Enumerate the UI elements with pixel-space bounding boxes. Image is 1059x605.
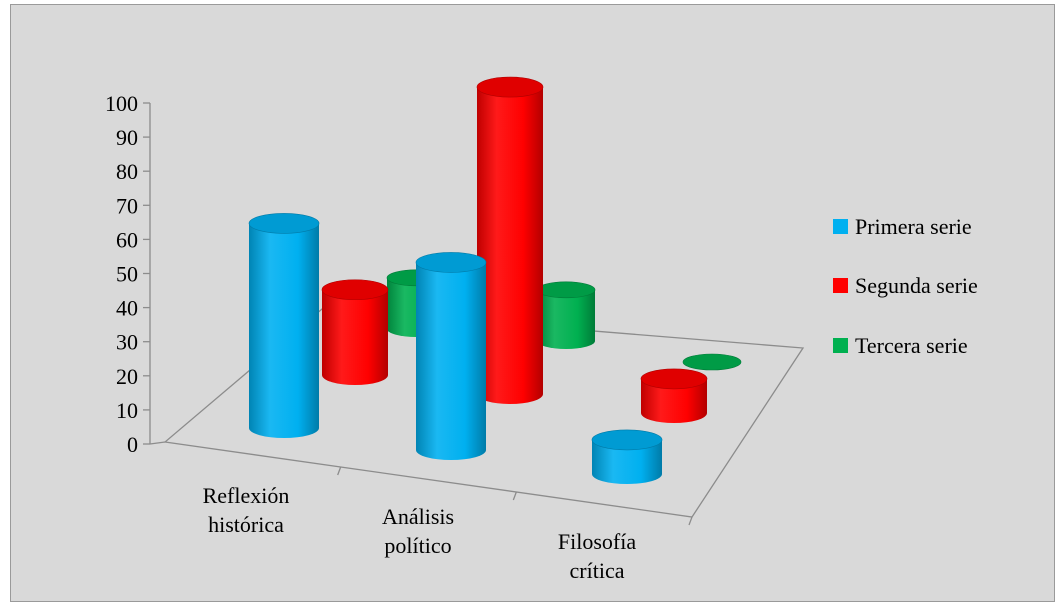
axis-corner — [149, 441, 166, 445]
bar-primera-serie-analisis-politico — [415, 252, 487, 460]
category-label-filosofia-critica: Filosofía crítica — [558, 529, 636, 583]
legend-item-segunda-serie: Segunda serie — [833, 273, 978, 298]
legend-swatch — [833, 219, 848, 234]
y-tick-label: 90 — [116, 125, 138, 150]
legend-swatch — [833, 278, 848, 293]
legend-label: Segunda serie — [855, 273, 978, 298]
y-tick-label: 60 — [116, 227, 138, 252]
legend-label: Primera serie — [855, 214, 972, 239]
legend-label: Tercera serie — [855, 333, 968, 358]
x-tick — [688, 516, 693, 526]
y-tick-label: 0 — [127, 432, 138, 457]
legend-item-tercera-serie: Tercera serie — [833, 333, 968, 358]
y-tick-label: 70 — [116, 193, 138, 218]
y-tick-label: 50 — [116, 262, 138, 287]
category-label-reflexion-historica: Reflexión histórica — [203, 483, 290, 537]
y-tick-label: 40 — [116, 296, 138, 321]
bar-segunda-serie-reflexion-historica — [321, 279, 389, 385]
y-tick-label: 30 — [116, 330, 138, 355]
bar-primera-serie-filosofia-critica — [591, 429, 663, 484]
bar-tercera-serie-filosofia-critica — [682, 353, 742, 371]
y-tick-label: 80 — [116, 159, 138, 184]
bar-tercera-serie-analisis-politico — [536, 281, 596, 349]
bars — [248, 76, 742, 484]
category-label-analisis-politico: Análisis político — [382, 504, 454, 558]
legend-item-primera-serie: Primera serie — [833, 214, 972, 239]
y-tick-label: 20 — [116, 364, 138, 389]
y-tick-label: 10 — [116, 398, 138, 423]
bar-primera-serie-reflexion-historica — [248, 213, 320, 438]
bar-segunda-serie-analisis-politico — [476, 76, 544, 404]
y-tick-label: 100 — [105, 91, 138, 116]
labels: 0 10 20 30 40 50 60 70 80 90 100 Reflexión histórica… — [105, 91, 636, 583]
bar-segunda-serie-filosofia-critica — [640, 368, 708, 423]
x-tick — [337, 466, 342, 476]
x-tick — [512, 491, 517, 501]
legend-swatch — [833, 338, 848, 353]
legend: Primera serie Segunda serie Tercera serie — [833, 214, 978, 358]
